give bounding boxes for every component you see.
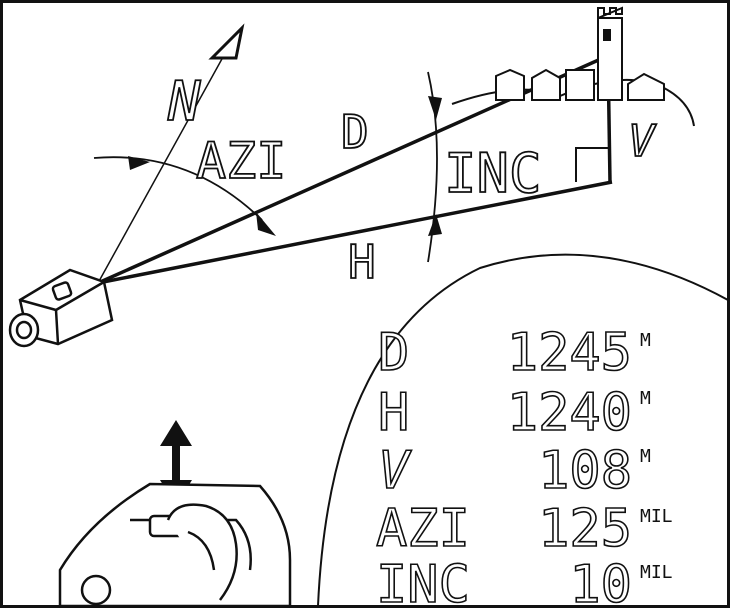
readout-label-v: V	[378, 441, 412, 501]
device-closeup	[58, 482, 292, 608]
inclination-arc	[427, 71, 438, 263]
readout-value-d: 1245	[507, 323, 632, 383]
north-line	[97, 47, 229, 284]
inclination-label: INC	[444, 142, 542, 205]
distance-label: D	[341, 105, 369, 159]
azimuth-arc	[93, 156, 263, 221]
vertical-label: V	[628, 116, 657, 167]
readout-unit-h: M	[640, 388, 651, 409]
readout-value-inc: 10	[569, 555, 632, 608]
readout-unit-v: M	[640, 446, 651, 467]
azimuth-label: AZI	[196, 132, 286, 190]
inclination-arrow-icon	[428, 96, 442, 120]
north-label: N	[167, 70, 201, 133]
horizontal-line	[97, 180, 613, 285]
readout-unit-inc: MIL	[640, 562, 673, 583]
inclination-arrow-end-icon	[428, 214, 442, 236]
lcd-readout: D 1245 M H 1240 M V 108 M AZI 125 MIL IN…	[375, 322, 673, 612]
horizontal-label: H	[348, 235, 376, 289]
readout-label-inc: INC	[376, 555, 470, 608]
readout-unit-azi: MIL	[640, 506, 673, 527]
readout-label-d: D	[378, 323, 409, 383]
readout-label-h: H	[378, 383, 409, 443]
display-circle	[317, 253, 729, 607]
readout-value-h: 1240	[507, 383, 632, 443]
readout-unit-d: M	[640, 330, 651, 351]
readout-label-azi: AZI	[376, 499, 470, 559]
readout-value-azi: 125	[538, 499, 632, 559]
line-of-sight	[97, 52, 613, 285]
readout-value-v: 108	[538, 441, 632, 501]
azimuth-arrow-end-icon	[256, 212, 276, 236]
right-angle-marker	[575, 147, 608, 182]
village-illustration	[451, 6, 695, 127]
azimuth-arrow-icon	[128, 156, 150, 170]
north-arrow-icon	[208, 23, 245, 60]
rangefinder-device	[8, 268, 114, 348]
